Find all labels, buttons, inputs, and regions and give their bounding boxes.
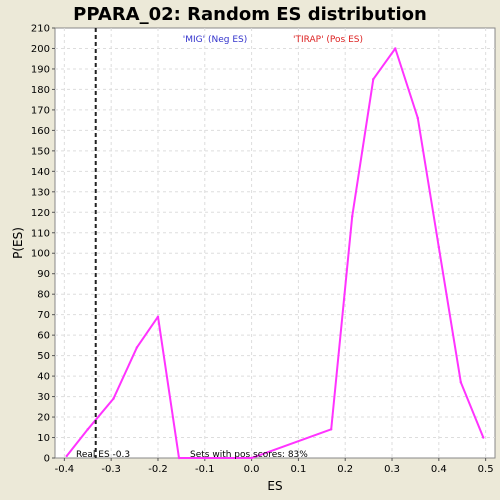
y-tick-label: 30: [37, 392, 50, 403]
y-tick-label: 160: [31, 126, 50, 137]
y-tick-label: 110: [31, 228, 50, 239]
y-axis-label: P(ES): [11, 227, 25, 259]
data-point: [482, 436, 485, 439]
x-axis-ticks: -0.4 -0.3 -0.2 -0.1 0.0 0.1 0.2 0.3 0.4 0.5: [55, 458, 494, 475]
data-point: [135, 346, 139, 349]
data-point: [372, 77, 375, 81]
y-tick-label: 0: [44, 454, 50, 465]
data-point: [416, 116, 419, 120]
data-point: [86, 428, 89, 431]
y-tick-label: 20: [37, 413, 50, 424]
y-tick-label: 170: [31, 105, 50, 116]
y-tick-label: 80: [37, 290, 50, 301]
y-tick-label: 60: [37, 331, 50, 342]
y-tick-label: 200: [31, 44, 50, 55]
y-tick-label: 150: [31, 146, 50, 157]
data-point: [177, 456, 181, 460]
y-tick-label: 130: [31, 187, 50, 198]
y-tick-label: 10: [37, 433, 50, 444]
plot-area: [54, 27, 496, 459]
y-tick-label: 190: [31, 64, 50, 75]
data-point: [65, 454, 68, 458]
y-tick-label: 140: [31, 167, 50, 178]
x-tick-label: 0.0: [244, 464, 260, 475]
y-tick-label: 120: [31, 208, 50, 219]
series-layer: [65, 47, 485, 460]
data-point: [329, 428, 333, 431]
y-tick-label: 50: [37, 351, 50, 362]
legend-pos-es: 'TIRAP' (Pos ES): [293, 35, 363, 45]
data-point: [156, 315, 160, 318]
y-tick-label: 70: [37, 310, 50, 321]
x-tick-label: 0.3: [384, 464, 400, 475]
y-tick-label: 40: [37, 372, 50, 383]
data-point: [250, 456, 253, 460]
data-point: [112, 397, 115, 400]
x-tick-label: 0.1: [290, 464, 306, 475]
data-point: [437, 245, 441, 249]
legend-neg-es: 'MIG' (Neg ES): [183, 35, 247, 45]
y-tick-label: 180: [31, 85, 50, 96]
data-point: [394, 47, 397, 50]
grid: [55, 28, 495, 458]
sets-pos-label: Sets with pos scores: 83%: [190, 450, 308, 460]
y-tick-label: 90: [37, 269, 50, 280]
x-tick-label: -0.4: [55, 464, 75, 475]
series-line: [65, 47, 485, 459]
data-point: [203, 456, 206, 460]
x-axis-label: ES: [267, 479, 282, 493]
x-tick-label: 0.2: [337, 464, 353, 475]
x-tick-label: 0.5: [478, 464, 494, 475]
x-tick-label: -0.2: [148, 464, 168, 475]
y-tick-label: 210: [31, 24, 50, 35]
y-axis-ticks: 0 10 20 30 40 50 60 70 80 90 100 110 120 130 140 150 160…: [31, 24, 55, 465]
x-tick-label: -0.3: [101, 464, 121, 475]
x-tick-label: -0.1: [195, 464, 215, 475]
chart-title: PPARA_02: Random ES distribution: [73, 4, 427, 25]
real-es-label: Real ES -0.3: [76, 450, 130, 460]
x-tick-label: 0.4: [431, 464, 447, 475]
data-point: [351, 215, 354, 218]
data-point: [459, 381, 463, 384]
y-tick-label: 100: [31, 249, 50, 260]
